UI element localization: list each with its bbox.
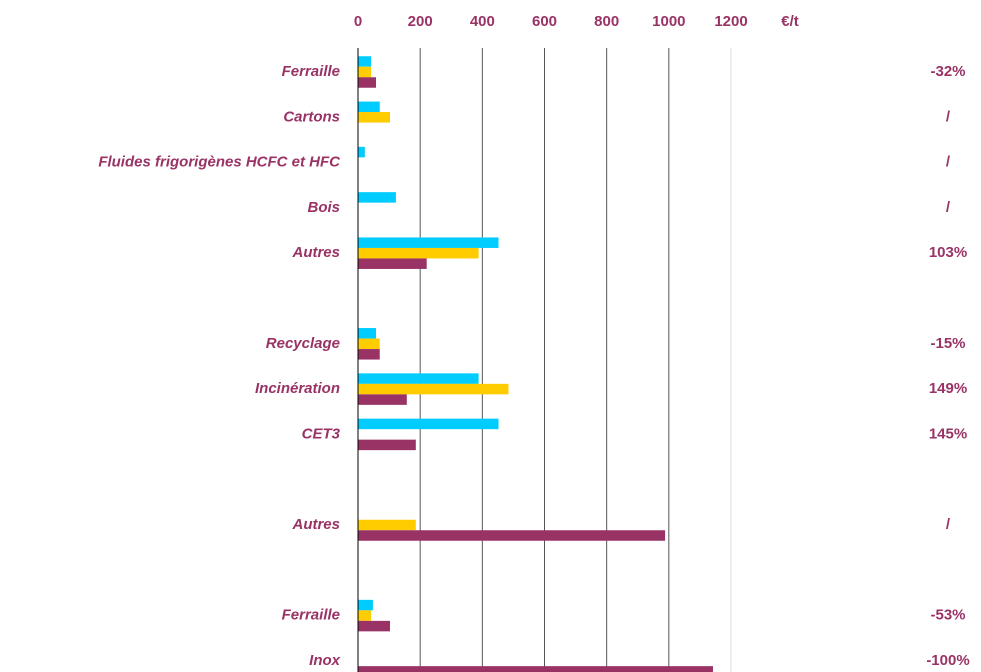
annotation: -15% [930,335,965,352]
bar [358,349,380,360]
bar [358,373,479,384]
bar [358,338,380,350]
bar [358,66,372,78]
bar [358,394,407,405]
annotation: -32% [930,63,965,80]
x-tick-label: 200 [408,13,433,30]
x-tick-label: 1000 [652,13,685,30]
annotation: 103% [929,244,967,261]
annotation: / [946,516,951,533]
bar [358,192,396,203]
x-unit-label: €/t [781,13,799,30]
bar [358,620,391,632]
bar [358,439,416,451]
x-tick-label: 0 [354,13,362,30]
bar [358,418,499,430]
category-label: Inox [309,652,340,669]
category-label: Bois [307,199,340,216]
bar [358,247,479,259]
category-label: Autres [291,516,340,533]
bar [358,610,372,621]
category-label: Ferraille [282,607,340,624]
bar [358,101,380,113]
bar [358,530,666,541]
category-label: Cartons [283,108,340,125]
bar [358,383,509,395]
annotation: / [946,199,951,216]
bar [358,237,499,248]
bar [358,599,373,611]
annotation: / [946,108,951,125]
bar [358,666,713,672]
category-label: Incinération [255,380,340,397]
annotation: / [946,154,951,171]
annotation: -53% [930,607,965,624]
bar [358,56,372,67]
annotation: 149% [929,380,967,397]
bar [358,146,365,158]
category-label: Fluides frigorigènes HCFC et HFC [98,154,341,171]
annotation: 145% [929,425,967,442]
category-label: Recyclage [266,335,340,352]
annotation: -100% [926,652,969,669]
bar [358,258,427,269]
x-tick-label: 400 [470,13,495,30]
x-tick-label: 1200 [714,13,747,30]
x-tick-label: 800 [594,13,619,30]
category-label: Ferraille [282,63,340,80]
bar [358,519,416,531]
bar [358,112,391,123]
x-tick-label: 600 [532,13,557,30]
bar [358,77,377,88]
category-label: CET3 [302,425,341,442]
category-label: Autres [291,244,340,261]
bar [358,328,377,339]
